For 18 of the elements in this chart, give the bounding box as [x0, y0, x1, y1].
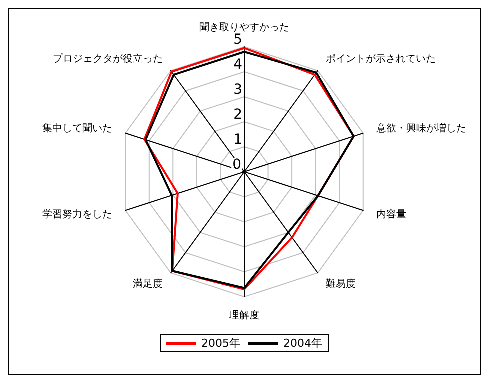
spoke-label: 理解度 [230, 310, 260, 322]
legend-label: 2004年 [284, 337, 322, 350]
spoke-label: 内容量 [376, 208, 407, 220]
y-tick-label: 5 [234, 32, 242, 48]
spoke-label: 意欲・興味が増した [376, 122, 467, 135]
legend-label: 2005年 [202, 337, 241, 350]
spoke-label: 難易度 [326, 278, 356, 290]
y-tick-label: 4 [234, 57, 243, 73]
spoke-label: 満足度 [132, 278, 163, 290]
y-tick-label: 3 [234, 82, 242, 98]
y-tick-label: 2 [234, 107, 242, 123]
spoke-label: ポイントが示されていた [326, 54, 436, 66]
spoke-label: 学習努力をした [42, 208, 112, 220]
spoke-label: 集中して聞いた [42, 122, 112, 135]
spoke-label: 聞き取りやすかった [200, 22, 290, 34]
spoke-label: プロジェクタが役立った [52, 53, 163, 66]
y-tick-label: 1 [234, 132, 242, 148]
y-tick-label: 0 [232, 157, 242, 173]
